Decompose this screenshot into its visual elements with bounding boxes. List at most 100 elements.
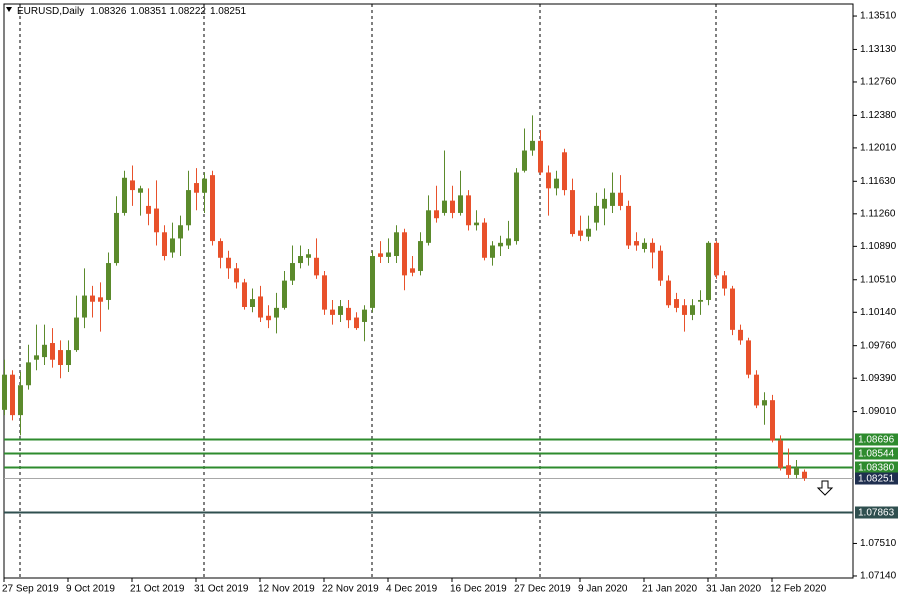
candle-body <box>370 256 375 308</box>
level-label: 1.08544 <box>858 449 895 460</box>
open-value: 1.08326 <box>90 6 127 17</box>
level-label-box <box>855 461 898 474</box>
plot-frame <box>3 3 854 579</box>
level-label: 1.08251 <box>858 474 895 485</box>
candle-body <box>154 208 159 233</box>
candle-body <box>714 242 719 276</box>
candle-body <box>690 305 695 315</box>
candle-body <box>242 282 247 307</box>
x-tick-label: 12 Feb 2020 <box>770 584 827 595</box>
level-label-box <box>855 433 898 446</box>
candle-body <box>442 200 447 213</box>
candle-body <box>786 465 791 475</box>
candle-body <box>762 400 767 406</box>
candle-body <box>298 256 303 264</box>
candle-body <box>498 242 503 247</box>
candle-body <box>738 329 743 341</box>
candle-body <box>778 440 783 468</box>
candle-body <box>706 242 711 300</box>
candle-body <box>346 307 351 321</box>
candle-body <box>98 297 103 302</box>
candle-body <box>682 305 687 315</box>
candle-body <box>330 309 335 315</box>
candle-body <box>194 183 199 193</box>
axes: 1.13510 1.13130 1.12760 1.12380 1.12010 1.116… <box>2 11 898 595</box>
x-tick-label: 31 Oct 2019 <box>194 584 249 595</box>
candle-body <box>218 241 223 258</box>
candle-body <box>618 192 623 206</box>
candle-body <box>362 309 367 322</box>
candle-body <box>802 471 807 479</box>
candle-body <box>634 241 639 246</box>
candle-body <box>546 172 551 189</box>
candle-body <box>658 250 663 281</box>
candle-body <box>474 222 479 226</box>
y-tick-label: 1.12380 <box>860 110 897 121</box>
candle-body <box>74 317 79 351</box>
candle-body <box>130 180 135 191</box>
y-tick-label: 1.09390 <box>860 373 897 384</box>
candle-body <box>650 242 655 253</box>
candle-body <box>122 177 127 213</box>
x-tick-label: 9 Oct 2019 <box>66 584 115 595</box>
y-tick-label: 1.10140 <box>860 307 897 318</box>
candle-body <box>306 254 311 258</box>
candle-body <box>34 355 39 360</box>
candle-body <box>378 253 383 257</box>
x-tick-label: 31 Jan 2020 <box>706 584 761 595</box>
y-tick-label: 1.13510 <box>860 11 897 22</box>
y-tick-label: 1.11260 <box>860 208 896 219</box>
candle-body <box>586 228 591 237</box>
x-tick-label: 21 Oct 2019 <box>130 584 185 595</box>
candle-body <box>162 232 167 257</box>
candle-body <box>426 210 431 243</box>
candle-body <box>410 268 415 273</box>
candle-body <box>114 212 119 264</box>
candle-body <box>698 299 703 302</box>
candle-body <box>522 150 527 171</box>
candle-body <box>538 140 543 173</box>
candle-body <box>10 374 15 416</box>
x-tick-label: 12 Nov 2019 <box>258 584 315 595</box>
level-label-box <box>855 472 898 485</box>
candles <box>2 115 807 481</box>
candle-body <box>754 374 759 406</box>
candle-body <box>26 362 31 386</box>
y-tick-label: 1.09760 <box>860 340 897 351</box>
candle-body <box>202 178 207 193</box>
candle-body <box>554 178 559 189</box>
candle-body <box>674 299 679 308</box>
candle-body <box>258 296 263 318</box>
candle-body <box>42 344 47 358</box>
level-label-box <box>855 447 898 460</box>
candle-body <box>338 306 343 315</box>
x-tick-label: 9 Jan 2020 <box>578 584 628 595</box>
candle-body <box>314 257 319 276</box>
candle-body <box>746 340 751 375</box>
candle-body <box>290 263 295 281</box>
candle-body <box>506 238 511 246</box>
candle-body <box>482 222 487 258</box>
candle-body <box>170 238 175 253</box>
y-tick-label: 1.10510 <box>860 274 897 285</box>
candle-body <box>186 190 191 226</box>
candle-body <box>274 307 279 318</box>
candle-body <box>722 275 727 289</box>
candle-body <box>82 295 87 318</box>
candle-body <box>226 257 231 269</box>
candle-body <box>282 280 287 308</box>
candle-body <box>602 198 607 209</box>
x-tick-label: 27 Dec 2019 <box>514 584 571 595</box>
candle-body <box>322 275 327 310</box>
candle-body <box>106 263 111 300</box>
candle-body <box>90 295 95 302</box>
candle-body <box>626 205 631 246</box>
candle-body <box>794 467 799 475</box>
down-arrow-icon <box>816 480 834 496</box>
candle-body <box>434 210 439 219</box>
y-tick-label: 1.07140 <box>860 571 897 582</box>
candle-body <box>466 195 471 226</box>
